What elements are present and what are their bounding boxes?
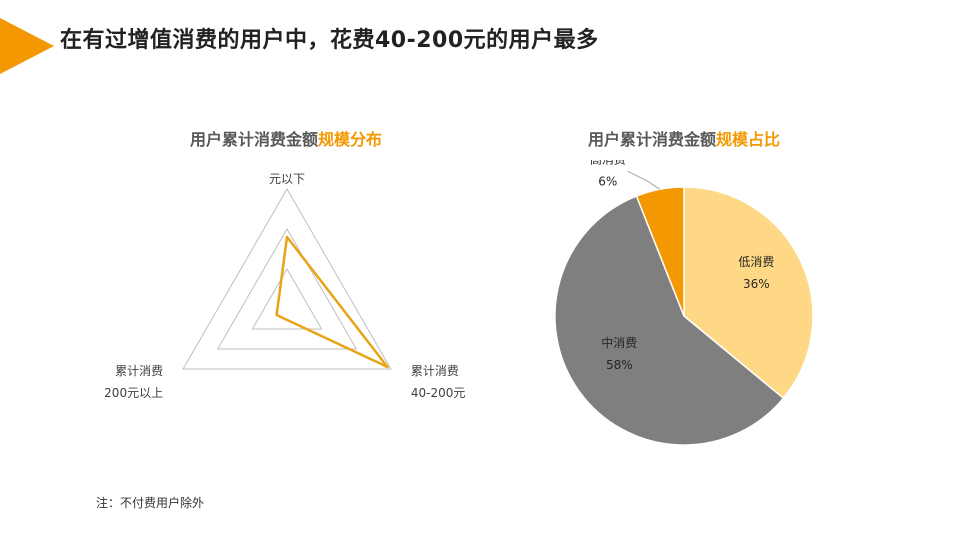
radar-axis-label-line: 40-200元 <box>411 386 466 400</box>
pie-label-mid: 中消费 58% <box>601 335 637 372</box>
radar-grid-ring <box>216 228 358 350</box>
radar-axis-label-line: 累计消费 <box>411 364 459 378</box>
radar-title-main: 用户累计消费金额 <box>189 130 318 149</box>
pie-label-value: 6% <box>598 174 617 188</box>
pie-title-accent: 规模占比 <box>716 130 781 149</box>
title-arrow-icon <box>0 18 54 74</box>
pie-slice-low <box>683 186 814 400</box>
pie-slice-mid <box>554 195 785 446</box>
radar-grid-ring <box>182 187 392 370</box>
radar-axis-label-low: 累计消费40元以下 <box>255 170 318 186</box>
pie-title-main: 用户累计消费金额 <box>587 130 716 149</box>
pie-label-name: 中消费 <box>601 335 637 350</box>
pie-leader-line <box>627 170 661 190</box>
footnote: 注：不付费用户除外 <box>96 496 205 510</box>
radar-axis-label-line: 元以下 <box>269 172 305 186</box>
radar-title-accent: 规模分布 <box>318 130 383 149</box>
pie-chart: 低消费 36% 中消费 58% 高消费 6% <box>554 160 814 446</box>
radar-chart-title: 用户累计消费金额规模分布 <box>170 126 402 150</box>
page-title: 在有过增值消费的用户中，花费40-200元的用户最多 <box>60 28 599 53</box>
radar-axis-label-line: 累计消费 <box>115 364 163 378</box>
pie-label-value: 36% <box>743 277 770 291</box>
radar-data-series <box>275 235 389 369</box>
radar-grid-ring <box>251 267 323 330</box>
pie-label-low: 低消费 36% <box>738 255 774 291</box>
pie-label-high: 高消费 6% <box>590 160 626 188</box>
radar-axis-label-high: 累计消费 200元以上 <box>104 364 163 400</box>
pie-label-name: 低消费 <box>738 255 774 269</box>
radar-axis-label-mid: 累计消费 40-200元 <box>411 364 466 400</box>
pie-label-value: 58% <box>606 358 633 372</box>
pie-chart-title: 用户累计消费金额规模占比 <box>566 126 802 150</box>
pie-label-name: 高消费 <box>590 160 626 166</box>
radar-axis-label-line: 200元以上 <box>104 386 163 400</box>
pie-slice-high <box>635 186 685 317</box>
